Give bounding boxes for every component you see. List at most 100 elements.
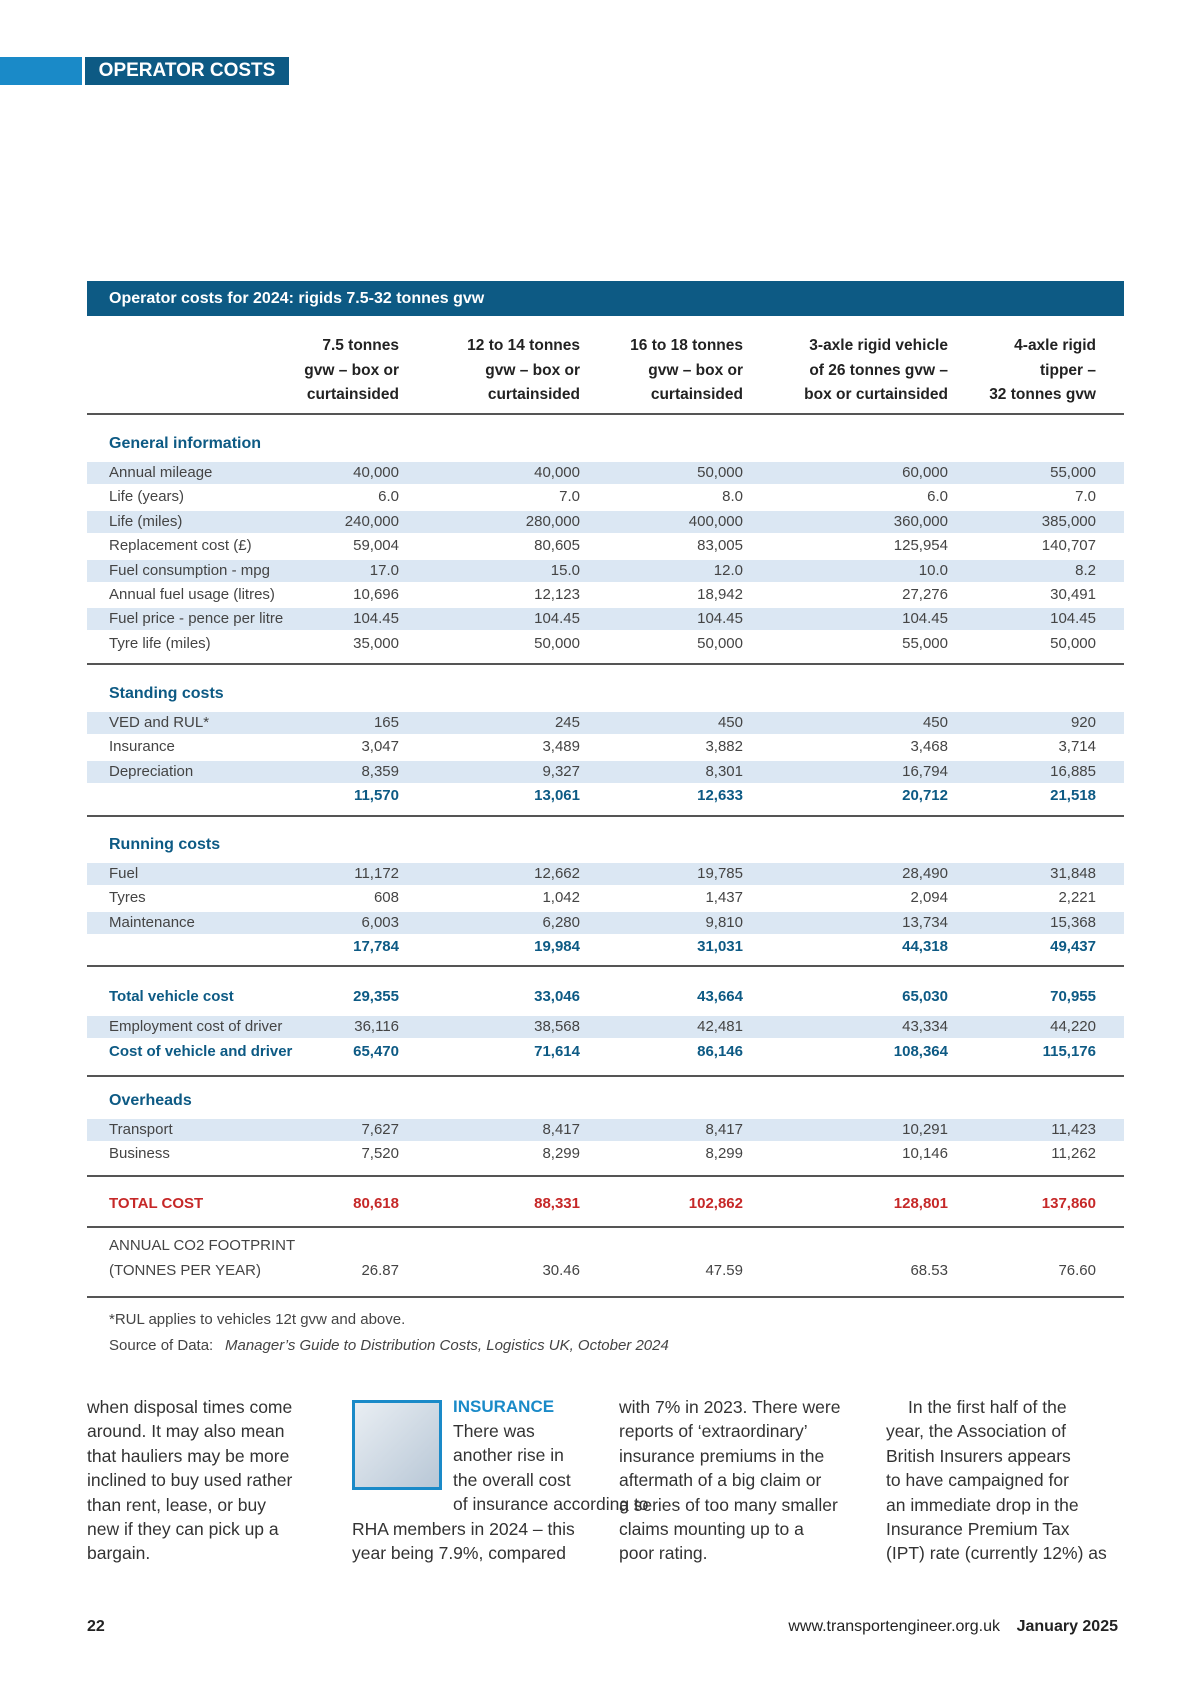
cell-value: 104.45 bbox=[1050, 610, 1096, 628]
body-line: bargain. bbox=[87, 1543, 151, 1564]
cell-value: 65,030 bbox=[902, 988, 948, 1005]
cell-value: 18,942 bbox=[697, 586, 743, 603]
cell-value: 20,712 bbox=[902, 787, 948, 805]
cell-value: 137,860 bbox=[1041, 1195, 1096, 1212]
row-label: Depreciation bbox=[109, 762, 194, 780]
section-tag: OPERATOR COSTS bbox=[85, 57, 289, 85]
row-label: Fuel price - pence per litre bbox=[109, 610, 284, 628]
body-line: than rent, lease, or buy bbox=[87, 1494, 266, 1515]
cell-value: 12,662 bbox=[534, 865, 580, 882]
cell-value: 8,301 bbox=[705, 762, 743, 780]
column-header: 3-axle rigid vehicle bbox=[809, 337, 948, 354]
cell-value: 3,468 bbox=[910, 738, 948, 756]
cell-value: 11,172 bbox=[354, 865, 399, 882]
cell-value: 33,046 bbox=[534, 988, 580, 1005]
cell-value: 2,094 bbox=[910, 889, 948, 907]
cell-value: 10,146 bbox=[902, 1145, 948, 1163]
body-line: the overall cost bbox=[453, 1469, 571, 1490]
body-line: Insurance Premium Tax bbox=[886, 1519, 1070, 1539]
column-header: gvw – box or bbox=[304, 361, 399, 379]
cell-value: 80,605 bbox=[534, 537, 580, 555]
cell-value: 68.53 bbox=[910, 1262, 948, 1279]
cell-value: 50,000 bbox=[534, 634, 580, 652]
cell-value: 104.45 bbox=[353, 610, 399, 628]
cell-value: 400,000 bbox=[688, 512, 743, 530]
body-line: poor rating. bbox=[619, 1543, 708, 1564]
column-header: curtainsided bbox=[487, 386, 580, 403]
section-heading: Overheads bbox=[109, 1092, 192, 1109]
cell-value: 6.0 bbox=[927, 488, 948, 506]
row-label: (TONNES PER YEAR) bbox=[109, 1262, 261, 1279]
cell-value: 15,368 bbox=[1050, 913, 1096, 931]
column-header: box or curtainsided bbox=[804, 386, 948, 403]
column-header: 4-axle rigid bbox=[1014, 337, 1096, 354]
rule bbox=[87, 413, 1124, 415]
header-bar bbox=[0, 57, 82, 85]
body-line: another rise in bbox=[453, 1445, 564, 1466]
row-label: TOTAL COST bbox=[109, 1195, 204, 1212]
cell-value: 50,000 bbox=[1050, 634, 1096, 652]
row-label: Annual mileage bbox=[109, 464, 213, 481]
cell-value: 59,004 bbox=[353, 537, 399, 555]
body-line: reports of ‘extraordinary’ bbox=[619, 1421, 808, 1442]
footnote: *RUL applies to vehicles 12t gvw and abo… bbox=[109, 1311, 406, 1328]
cell-value: 608 bbox=[373, 889, 399, 907]
cell-value: 6,280 bbox=[542, 913, 580, 931]
cell-value: 3,714 bbox=[1058, 738, 1096, 756]
cell-value: 115,176 bbox=[1042, 1043, 1096, 1060]
body-line: inclined to buy used rather bbox=[87, 1470, 293, 1491]
cell-value: 3,047 bbox=[361, 738, 399, 756]
cell-value: 19,785 bbox=[697, 865, 743, 882]
cell-value: 104.45 bbox=[534, 610, 580, 628]
row-shade bbox=[87, 712, 1124, 734]
cell-value: 86,146 bbox=[697, 1043, 743, 1060]
column-header: of 26 tonnes gvw – bbox=[809, 361, 948, 379]
row-shade bbox=[87, 1119, 1124, 1141]
cell-value: 36,116 bbox=[354, 1018, 399, 1035]
cell-value: 27,276 bbox=[902, 586, 948, 603]
row-label: Total vehicle cost bbox=[109, 988, 234, 1005]
body-line: claims mounting up to a bbox=[619, 1519, 804, 1539]
body-line: with 7% in 2023. There were bbox=[619, 1397, 841, 1417]
cell-value: 920 bbox=[1070, 714, 1096, 731]
cell-value: 7.0 bbox=[559, 488, 580, 506]
cell-value: 245 bbox=[554, 714, 580, 731]
cell-value: 11,423 bbox=[1051, 1121, 1096, 1138]
cell-value: 16,885 bbox=[1050, 762, 1096, 780]
cell-value: 28,490 bbox=[902, 865, 948, 882]
cell-value: 11,262 bbox=[1051, 1145, 1096, 1163]
cell-value: 12.0 bbox=[713, 561, 743, 579]
rule bbox=[87, 1075, 1124, 1077]
cell-value: 88,331 bbox=[534, 1195, 580, 1212]
cell-value: 44,220 bbox=[1050, 1018, 1096, 1035]
body-line: of insurance according to bbox=[453, 1494, 649, 1515]
cell-value: 31,031 bbox=[697, 938, 743, 956]
cell-value: 2,221 bbox=[1058, 889, 1096, 907]
cell-value: 10,291 bbox=[902, 1121, 948, 1138]
row-shade bbox=[87, 559, 1124, 582]
rule bbox=[87, 815, 1124, 817]
subheading: INSURANCE bbox=[453, 1397, 555, 1416]
row-shade bbox=[87, 510, 1124, 533]
body-line: year, the Association of bbox=[886, 1421, 1066, 1442]
row-label: Life (years) bbox=[109, 488, 185, 506]
row-label: Life (miles) bbox=[109, 512, 183, 530]
row-label: Insurance bbox=[109, 738, 175, 756]
page-number: 22 bbox=[87, 1618, 105, 1635]
cell-value: 47.59 bbox=[705, 1262, 743, 1279]
row-label: VED and RUL* bbox=[109, 714, 210, 731]
cell-value: 102,862 bbox=[688, 1195, 743, 1212]
cell-value: 76.60 bbox=[1058, 1262, 1096, 1279]
cell-value: 7,627 bbox=[361, 1121, 399, 1138]
cell-value: 43,664 bbox=[697, 988, 743, 1005]
cell-value: 83,005 bbox=[697, 537, 743, 555]
column-header: curtainsided bbox=[650, 386, 743, 403]
row-label: Replacement cost (£) bbox=[109, 537, 252, 555]
cell-value: 360,000 bbox=[893, 512, 948, 530]
footer-date: January 2025 bbox=[1016, 1618, 1118, 1635]
cell-value: 8,299 bbox=[542, 1145, 580, 1163]
footer-url: www.transportengineer.org.uk bbox=[788, 1618, 1000, 1635]
body-line: when disposal times come bbox=[87, 1397, 293, 1417]
cell-value: 8.2 bbox=[1075, 561, 1096, 579]
row-label: ANNUAL CO2 FOOTPRINT bbox=[109, 1237, 296, 1254]
